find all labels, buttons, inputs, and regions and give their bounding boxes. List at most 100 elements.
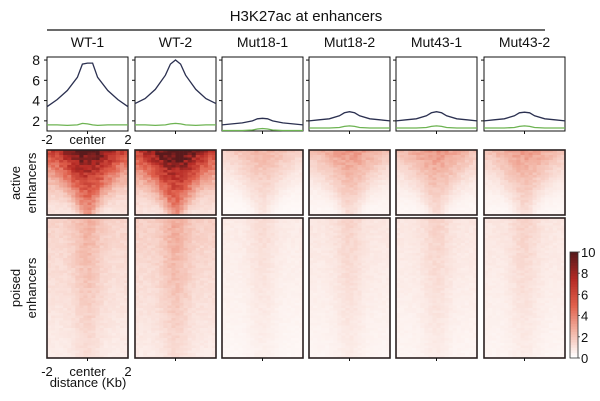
heatmap-cell <box>159 210 164 213</box>
heatmap-cell <box>47 310 52 314</box>
heatmap-cell <box>107 263 113 266</box>
heatmap-cell <box>222 270 227 274</box>
heatmap-cell <box>79 230 84 234</box>
heatmap-cell <box>91 170 96 173</box>
heatmap-cell <box>51 245 56 249</box>
heatmap-cell <box>175 190 180 193</box>
heatmap-cell <box>175 233 180 236</box>
heatmap-cell <box>222 218 227 221</box>
heatmap-cell <box>151 180 156 183</box>
heatmap-cell <box>274 233 279 236</box>
heatmap-cell <box>143 323 148 326</box>
heatmap-cell <box>191 157 197 161</box>
heatmap-cell <box>123 170 129 173</box>
heatmap-cell <box>91 303 96 306</box>
heatmap-poised-enhancers-wt-2 <box>134 217 217 359</box>
heatmap-cell <box>211 202 217 206</box>
heatmap-cell <box>63 318 68 321</box>
heatmap-cell <box>67 280 72 284</box>
heatmap-cell <box>59 195 64 198</box>
heatmap-cell <box>250 323 255 326</box>
heatmap-cell <box>115 323 121 326</box>
heatmap-cell <box>199 348 205 351</box>
heatmap-cell <box>143 303 148 306</box>
heatmap-cell <box>298 255 304 259</box>
heatmap-cell <box>99 243 104 246</box>
heatmap-cell <box>258 200 263 203</box>
heatmap-cell <box>91 328 96 331</box>
heatmap-cell <box>171 172 176 176</box>
heatmap-cell <box>242 182 247 186</box>
heatmap-cell <box>143 228 148 231</box>
heatmap-cell <box>242 180 247 183</box>
heatmap-cell <box>183 162 188 166</box>
heatmap-cell <box>203 348 209 351</box>
heatmap-cell <box>163 223 168 226</box>
heatmap-cell <box>222 192 227 196</box>
heatmap-cell <box>290 155 296 158</box>
heatmap-cell <box>99 187 104 191</box>
heatmap-cell <box>79 167 84 171</box>
heatmap-cell <box>270 345 275 349</box>
heatmap-xtick-label: -2 <box>41 364 53 379</box>
heatmap-cell <box>139 258 144 261</box>
heatmap-cell <box>258 333 263 336</box>
heatmap-cell <box>83 162 88 166</box>
heatmap-cell <box>226 218 231 221</box>
heatmap-cell <box>270 162 275 166</box>
heatmap-cell <box>258 290 263 294</box>
heatmap-cell <box>258 175 263 178</box>
heatmap-cell <box>270 240 275 244</box>
heatmap-cell <box>286 165 292 168</box>
heatmap-cell <box>63 268 68 271</box>
heatmap-cell <box>55 195 60 198</box>
heatmap-cell <box>175 300 180 304</box>
heatmap-cell <box>175 162 180 166</box>
heatmap-cell <box>246 323 251 326</box>
heatmap-cell <box>286 258 292 261</box>
heatmap-cell <box>71 305 76 309</box>
heatmap-cell <box>199 167 205 171</box>
heatmap-cell <box>143 258 148 261</box>
heatmap-cell <box>95 177 100 181</box>
heatmap-cell <box>282 240 288 244</box>
heatmap-cell <box>282 285 288 289</box>
heatmap-cell <box>278 220 284 224</box>
heatmap-cell <box>47 355 52 359</box>
heatmap-cell <box>234 340 239 344</box>
heatmap-cell <box>298 310 304 314</box>
heatmap-cell <box>286 223 292 226</box>
heatmap-cell <box>87 218 92 221</box>
heatmap-cell <box>103 258 109 261</box>
heatmap-cell <box>103 255 109 259</box>
heatmap-cell <box>91 330 96 334</box>
sample-label-wt-2: WT-2 <box>159 34 193 50</box>
heatmap-cell <box>83 250 88 254</box>
heatmap-cell <box>119 355 125 359</box>
heatmap-cell <box>234 300 239 304</box>
heatmap-cell <box>139 303 144 306</box>
heatmap-cell <box>51 295 56 299</box>
heatmap-cell <box>63 190 68 193</box>
heatmap-cell <box>211 260 217 264</box>
heatmap-cell <box>111 320 117 324</box>
heatmap-cell <box>179 330 184 334</box>
heatmap-cell <box>266 248 271 251</box>
heatmap-cell <box>286 303 292 306</box>
heatmap-cell <box>59 325 64 329</box>
heatmap-cell <box>211 320 217 324</box>
heatmap-cell <box>195 290 201 294</box>
heatmap-cell <box>83 265 88 269</box>
heatmap-cell <box>115 228 121 231</box>
heatmap-cell <box>47 170 52 173</box>
heatmap-cell <box>246 207 251 211</box>
heatmap-cell <box>286 175 292 178</box>
heatmap-cell <box>230 328 235 331</box>
heatmap-cell <box>246 338 251 341</box>
heatmap-cell <box>151 298 156 301</box>
heatmap-cell <box>151 172 156 176</box>
heatmap-cell <box>254 310 259 314</box>
heatmap-cell <box>83 180 88 183</box>
heatmap-cell <box>203 285 209 289</box>
heatmap-cell <box>286 152 292 156</box>
